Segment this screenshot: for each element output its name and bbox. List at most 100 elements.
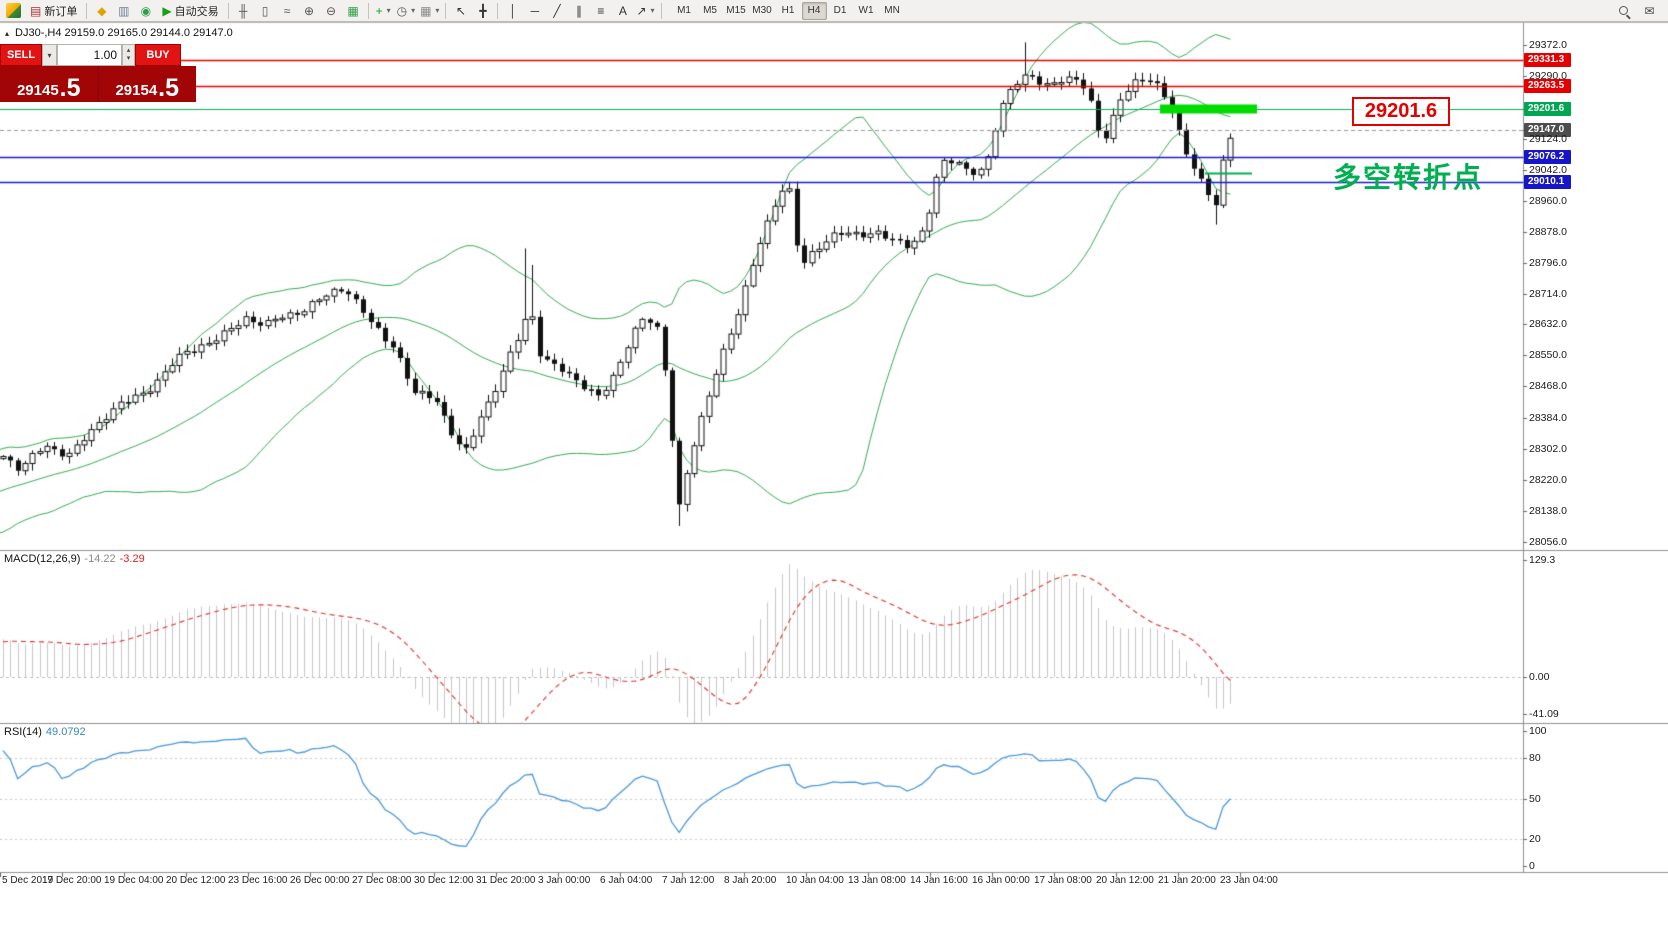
time-label: 31 Dec 20:00 <box>476 875 536 886</box>
time-label: 3 Jan 00:00 <box>538 875 591 886</box>
timeframe-m30[interactable]: M30 <box>752 5 772 16</box>
price-label-28468.0: 28468.0 <box>1529 380 1567 393</box>
toolbar-separator <box>227 2 229 19</box>
macd-axis-0.00: 0.00 <box>1529 671 1550 683</box>
timeframe-h1[interactable]: H1 <box>781 5 795 16</box>
periods-icon-glyph: ◷ <box>396 3 408 18</box>
trendline-icon-glyph: ╱ <box>553 3 561 18</box>
price-label-29372.0: 29372.0 <box>1529 39 1567 51</box>
time-label: 16 Jan 00:00 <box>972 875 1030 886</box>
zoom-in-icon-glyph: ⊕ <box>304 3 315 18</box>
buy-button[interactable]: BUY <box>135 44 181 66</box>
main-chart-panel[interactable] <box>0 23 1523 550</box>
volume-input[interactable] <box>57 44 122 66</box>
fibonacci-icon[interactable]: ≡ <box>590 1 611 21</box>
price-label-29201.6: 29201.6 <box>1524 102 1571 117</box>
rsi-indicator-label: RSI(14) 49.0792 <box>4 726 86 738</box>
time-label: 23 Jan 04:00 <box>1220 875 1278 886</box>
indicators-icon[interactable]: + ▾ <box>373 1 394 21</box>
price-label-29042.0: 29042.0 <box>1529 163 1567 176</box>
timeframe-m15[interactable]: M15 <box>726 5 746 16</box>
price-label-28550.0: 28550.0 <box>1529 349 1567 362</box>
price-label-28384.0: 28384.0 <box>1529 412 1567 425</box>
zoom-in-icon[interactable]: ⊕ <box>299 1 320 21</box>
bar-chart-icon[interactable]: ╫ <box>233 1 254 21</box>
timeframe-d1[interactable]: D1 <box>833 5 847 16</box>
timeframe-w1[interactable]: W1 <box>858 5 874 16</box>
time-label: 13 Jan 08:00 <box>848 875 906 886</box>
macd-main-value: -14.22 <box>84 553 116 565</box>
timeframe-bar: M1 M5 M15 M30 H1 H4 D1 W1 MN <box>672 1 905 20</box>
time-label: 19 Dec 04:00 <box>104 875 164 886</box>
marketwatch-icon[interactable]: ◆ <box>91 1 112 21</box>
dropdown-arrow-icon: ▾ <box>386 6 391 15</box>
line-chart-icon[interactable]: ≈ <box>277 1 298 21</box>
cursor-icon-glyph: ↖ <box>455 3 466 18</box>
horizontal-line-icon-glyph: ─ <box>530 3 540 18</box>
macd-axis-129.3: 129.3 <box>1529 553 1556 566</box>
rsi-axis-20: 20 <box>1529 833 1541 845</box>
periods-icon[interactable]: ◷ ▾ <box>395 1 418 21</box>
cursor-icon[interactable]: ↖ <box>450 1 471 21</box>
autotrading-button-label: 自动交易 <box>174 5 219 18</box>
data-window-icon[interactable]: ▥ <box>113 1 134 21</box>
arrows-icon-glyph: ↗ <box>636 3 647 18</box>
toolbar: ▤ 新订单 ◆ ▥ ◉ ▶ 自动交易 ╫ ▯ ≈ ⊕ ⊖ ▦ + ▾ ◷ ▾ ▦ ▾ ↖ ╋ │ ─ ╱ ∥ ≡ A ↗ ▾ M1 M5 M1… <box>0 0 1668 22</box>
horizontal-line-icon[interactable]: ─ <box>524 1 545 21</box>
dropdown-arrow-icon: ▾ <box>435 6 440 15</box>
zoom-out-icon[interactable]: ⊖ <box>321 1 342 21</box>
new-order-button[interactable]: ▤ 新订单 <box>25 1 82 21</box>
rsi-panel[interactable] <box>0 724 1523 872</box>
rsi-axis-0: 0 <box>1529 860 1535 872</box>
time-label: 23 Dec 16:00 <box>228 875 288 886</box>
volume-stepper[interactable]: ▴ ▾ <box>122 44 135 66</box>
time-label: 20 Jan 12:00 <box>1096 875 1154 886</box>
price-label-28632.0: 28632.0 <box>1529 318 1567 331</box>
magnifier-glyph <box>1619 6 1628 15</box>
stepper-down-icon[interactable]: ▾ <box>126 55 131 62</box>
time-label: 17 Dec 20:00 <box>42 875 102 886</box>
marketwatch-icon-glyph: ◆ <box>97 3 107 18</box>
chat-icon[interactable]: ✉ <box>1644 3 1655 18</box>
line-chart-icon-glyph: ≈ <box>283 3 291 18</box>
text-icon[interactable]: A <box>612 1 633 21</box>
tile-windows-icon[interactable]: ▦ <box>343 1 364 21</box>
timeframe-m5[interactable]: M5 <box>703 5 717 16</box>
crosshair-icon[interactable]: ╋ <box>472 1 493 21</box>
vertical-line-icon[interactable]: │ <box>502 1 523 21</box>
time-label: 8 Jan 20:00 <box>724 875 777 886</box>
annotation-text[interactable]: 多空转折点 <box>1333 162 1484 193</box>
trendline-icon[interactable]: ╱ <box>546 1 567 21</box>
rsi-axis-80: 80 <box>1529 752 1541 764</box>
price-label-28714.0: 28714.0 <box>1529 287 1567 300</box>
sell-button[interactable]: SELL <box>0 44 42 66</box>
time-label: 10 Jan 04:00 <box>786 875 844 886</box>
stepper-up-icon[interactable]: ▴ <box>126 47 131 55</box>
timeframe-m1[interactable]: M1 <box>677 5 691 16</box>
timeframe-h4[interactable]: H4 <box>801 1 827 20</box>
time-axis[interactable]: 5 Dec 2019 17 Dec 20:00 19 Dec 04:00 20 Dec… <box>0 873 1523 890</box>
arrows-icon[interactable]: ↗ ▾ <box>634 1 656 21</box>
search-icon[interactable] <box>1613 1 1634 21</box>
zoom-out-icon-glyph: ⊖ <box>326 3 337 18</box>
price-axis[interactable]: 29372.0 29331.3 29290.0 29263.5 29201.6 29147… <box>1523 0 1668 890</box>
time-label: 21 Jan 20:00 <box>1158 875 1216 886</box>
rsi-axis-100: 100 <box>1529 725 1547 737</box>
sell-price[interactable]: 29145.5 <box>0 66 99 102</box>
autotrading-button[interactable]: ▶ 自动交易 <box>157 1 223 21</box>
timeframe-mn[interactable]: MN <box>884 5 900 16</box>
price-label-29331.3: 29331.3 <box>1524 53 1571 68</box>
toolbar-separator <box>86 2 88 19</box>
macd-panel[interactable] <box>0 551 1523 723</box>
volume-dropdown[interactable]: ▾ <box>42 44 57 66</box>
price-callout-29201.6[interactable]: 29201.6 <box>1352 97 1450 126</box>
toolbar-separator <box>445 2 447 19</box>
price-label-29010.1: 29010.1 <box>1524 174 1571 189</box>
expand-ohlc-icon[interactable]: ▴ <box>5 28 10 38</box>
buy-price[interactable]: 29154.5 <box>115 73 180 102</box>
candlestick-chart-icon[interactable]: ▯ <box>255 1 276 21</box>
templates-icon[interactable]: ▦ ▾ <box>418 1 441 21</box>
strategy-tester-icon[interactable]: ◉ <box>135 1 156 21</box>
channel-icon[interactable]: ∥ <box>568 1 589 21</box>
